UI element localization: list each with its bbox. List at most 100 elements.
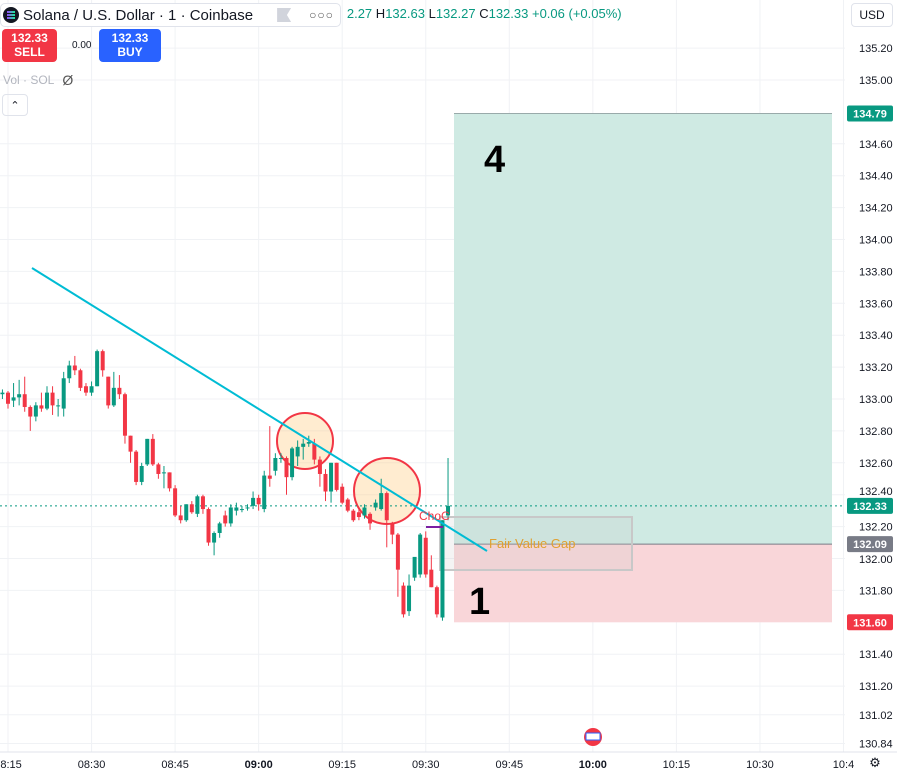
candle-body: [195, 496, 200, 514]
candle-body: [423, 537, 428, 575]
trendline: [31, 267, 488, 552]
time-tick-label: 08:30: [78, 759, 106, 771]
price-tick-label: 134.20: [859, 203, 893, 215]
eye-crossed-icon[interactable]: Ø: [62, 72, 74, 88]
candle-body: [234, 507, 239, 511]
fair-value-gap-label: Fair Value Gap: [489, 536, 575, 551]
candle-body: [278, 458, 283, 460]
candle-body: [200, 496, 205, 510]
candle-body: [429, 569, 434, 588]
time-tick-label: 10:4: [833, 759, 854, 771]
target-label: 4: [484, 139, 505, 181]
candle-body: [139, 465, 144, 482]
candle-body: [284, 458, 289, 478]
candle-body: [362, 507, 367, 516]
price-badge-label: 132.33: [853, 501, 887, 513]
candle-body: [100, 351, 105, 371]
sell-price: 132.33: [11, 31, 48, 45]
currency-button[interactable]: USD: [851, 3, 893, 27]
candle-body: [323, 473, 328, 492]
candle-body: [312, 443, 317, 460]
candle-body: [306, 442, 311, 444]
candle-body: [329, 462, 334, 492]
ohlc-values: 2.27 H132.63 L132.27 C132.33 +0.06 (+0.0…: [346, 6, 622, 21]
candle-body: [373, 502, 378, 508]
price-tick-label: 133.20: [859, 362, 893, 374]
price-tick-label: 131.20: [859, 681, 893, 693]
candle-body: [167, 472, 172, 489]
candle-body: [150, 438, 155, 465]
candle-body: [161, 472, 166, 474]
candle-body: [78, 370, 83, 388]
buy-button[interactable]: 132.33 BUY: [99, 29, 161, 62]
time-tick-label: 08:15: [0, 759, 22, 771]
time-tick-label: 09:00: [245, 759, 273, 771]
sell-button[interactable]: 132.33 SELL: [2, 29, 57, 62]
candle-body: [206, 509, 211, 543]
profit-zone: [454, 113, 832, 545]
price-tick-label: 134.00: [859, 235, 893, 247]
collapse-legend-button[interactable]: ⌃: [2, 94, 28, 116]
candle-body: [95, 351, 100, 387]
candle-body: [401, 585, 406, 615]
volume-indicator[interactable]: Vol · SOL Ø: [3, 72, 73, 88]
price-tick-label: 131.80: [859, 585, 893, 597]
candle-body: [39, 405, 44, 409]
price-badge: [847, 536, 893, 553]
candle-body: [156, 464, 161, 474]
price-badge-label: 132.09: [853, 539, 887, 551]
candle-body: [290, 448, 295, 478]
candle-body: [379, 493, 384, 510]
candle-body: [0, 392, 5, 395]
time-tick-label: 09:15: [328, 759, 356, 771]
symbol-title[interactable]: Solana / U.S. Dollar · 1 · Coinbase: [23, 6, 254, 24]
candle-body: [67, 365, 72, 379]
candle-body: [273, 458, 278, 471]
price-badge: [847, 105, 893, 122]
price-tick-label: 132.60: [859, 458, 893, 470]
candle-body: [334, 462, 339, 490]
candle-body: [106, 376, 111, 406]
candle-body: [317, 459, 322, 474]
candle-body: [56, 405, 61, 407]
candle-body: [412, 556, 417, 578]
candle-body: [351, 510, 356, 521]
gear-icon[interactable]: ⚙: [869, 755, 881, 770]
candle-body: [256, 497, 261, 505]
candle-body: [223, 515, 228, 524]
candle-body: [384, 493, 389, 521]
candle-body: [251, 497, 256, 506]
time-tick-label: 10:00: [579, 759, 607, 771]
candle-body: [345, 499, 350, 511]
price-tick-label: 132.20: [859, 522, 893, 534]
flag-icon[interactable]: [277, 8, 292, 22]
loss-zone: [454, 544, 832, 623]
candle-body: [434, 587, 439, 615]
price-tick-label: 134.40: [859, 171, 893, 183]
volume-label: Vol · SOL: [3, 73, 55, 87]
candle-body: [117, 387, 122, 395]
choch-label: ChoC: [419, 509, 450, 523]
candle-body: [356, 512, 361, 518]
candle-body: [301, 443, 306, 447]
time-tick-label: 08:45: [161, 759, 189, 771]
price-badge: [847, 497, 893, 514]
symbol-legend[interactable]: Solana / U.S. Dollar · 1 · Coinbase ○○○: [0, 3, 341, 27]
time-tick-label: 09:45: [496, 759, 524, 771]
candle-body: [340, 486, 345, 503]
ellipsis-icon[interactable]: ○○○: [309, 8, 334, 22]
candle-body: [217, 523, 222, 533]
candle-body: [368, 513, 373, 524]
price-tick-label: 131.40: [859, 649, 893, 661]
price-tick-label: 135.00: [859, 75, 893, 87]
candle-body: [33, 405, 38, 417]
sell-label: SELL: [14, 45, 45, 59]
candle-body: [446, 505, 451, 516]
candle-body: [50, 392, 55, 406]
candle-body: [17, 394, 22, 398]
candle-body: [134, 451, 139, 482]
candle-body: [440, 520, 445, 618]
candle-body: [28, 406, 33, 417]
price-tick-label: 133.00: [859, 394, 893, 406]
